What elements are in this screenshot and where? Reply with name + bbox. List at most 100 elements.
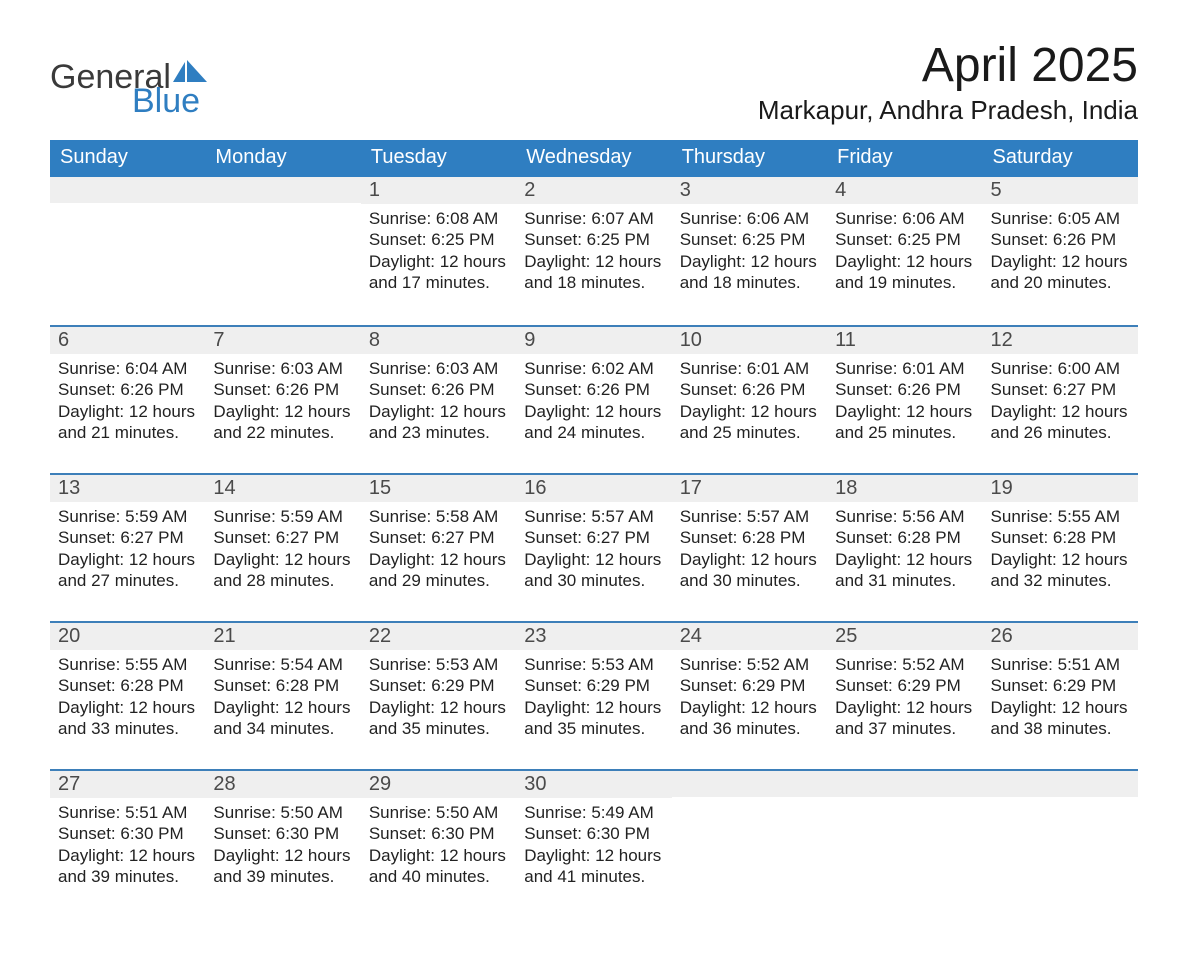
day-number: 29 xyxy=(361,771,516,798)
calendar-day: 13Sunrise: 5:59 AMSunset: 6:27 PMDayligh… xyxy=(50,475,205,621)
calendar-week: 13Sunrise: 5:59 AMSunset: 6:27 PMDayligh… xyxy=(50,473,1138,621)
day-number: 7 xyxy=(205,327,360,354)
calendar-page: General Blue April 2025 Markapur, Andhra… xyxy=(0,0,1188,957)
sunrise-line: Sunrise: 6:07 AM xyxy=(524,208,663,229)
daylight-line: Daylight: 12 hours and 25 minutes. xyxy=(835,401,974,444)
day-details: Sunrise: 5:59 AMSunset: 6:27 PMDaylight:… xyxy=(205,502,360,599)
sunrise-line: Sunrise: 5:57 AM xyxy=(524,506,663,527)
sunrise-line: Sunrise: 6:03 AM xyxy=(369,358,508,379)
day-number xyxy=(983,771,1138,797)
day-details: Sunrise: 6:00 AMSunset: 6:27 PMDaylight:… xyxy=(983,354,1138,451)
day-number: 14 xyxy=(205,475,360,502)
day-details: Sunrise: 6:01 AMSunset: 6:26 PMDaylight:… xyxy=(827,354,982,451)
day-number: 26 xyxy=(983,623,1138,650)
day-number: 16 xyxy=(516,475,671,502)
sunrise-line: Sunrise: 6:08 AM xyxy=(369,208,508,229)
calendar-day: 21Sunrise: 5:54 AMSunset: 6:28 PMDayligh… xyxy=(205,623,360,769)
sunrise-line: Sunrise: 6:06 AM xyxy=(835,208,974,229)
calendar-day: 30Sunrise: 5:49 AMSunset: 6:30 PMDayligh… xyxy=(516,771,671,917)
daylight-line: Daylight: 12 hours and 39 minutes. xyxy=(58,845,197,888)
day-details: Sunrise: 5:57 AMSunset: 6:28 PMDaylight:… xyxy=(672,502,827,599)
day-number: 4 xyxy=(827,177,982,204)
calendar-week: 1Sunrise: 6:08 AMSunset: 6:25 PMDaylight… xyxy=(50,177,1138,325)
daylight-line: Daylight: 12 hours and 35 minutes. xyxy=(524,697,663,740)
day-number xyxy=(672,771,827,797)
day-details: Sunrise: 5:59 AMSunset: 6:27 PMDaylight:… xyxy=(50,502,205,599)
daylight-line: Daylight: 12 hours and 30 minutes. xyxy=(524,549,663,592)
calendar-day: 22Sunrise: 5:53 AMSunset: 6:29 PMDayligh… xyxy=(361,623,516,769)
calendar-day: 16Sunrise: 5:57 AMSunset: 6:27 PMDayligh… xyxy=(516,475,671,621)
calendar-day: 10Sunrise: 6:01 AMSunset: 6:26 PMDayligh… xyxy=(672,327,827,473)
sunset-line: Sunset: 6:30 PM xyxy=(213,823,352,844)
day-number xyxy=(827,771,982,797)
calendar-week: 27Sunrise: 5:51 AMSunset: 6:30 PMDayligh… xyxy=(50,769,1138,917)
daylight-line: Daylight: 12 hours and 35 minutes. xyxy=(369,697,508,740)
sunset-line: Sunset: 6:25 PM xyxy=(835,229,974,250)
calendar-day: 1Sunrise: 6:08 AMSunset: 6:25 PMDaylight… xyxy=(361,177,516,325)
sunrise-line: Sunrise: 5:51 AM xyxy=(58,802,197,823)
sunset-line: Sunset: 6:28 PM xyxy=(680,527,819,548)
sunset-line: Sunset: 6:28 PM xyxy=(835,527,974,548)
daylight-line: Daylight: 12 hours and 38 minutes. xyxy=(991,697,1130,740)
day-number: 20 xyxy=(50,623,205,650)
calendar-day xyxy=(50,177,205,325)
daylight-line: Daylight: 12 hours and 26 minutes. xyxy=(991,401,1130,444)
daylight-line: Daylight: 12 hours and 39 minutes. xyxy=(213,845,352,888)
sunrise-line: Sunrise: 5:50 AM xyxy=(213,802,352,823)
daylight-line: Daylight: 12 hours and 28 minutes. xyxy=(213,549,352,592)
sunrise-line: Sunrise: 5:57 AM xyxy=(680,506,819,527)
weekday-header: Monday xyxy=(205,140,360,177)
day-number: 25 xyxy=(827,623,982,650)
sunrise-line: Sunrise: 6:02 AM xyxy=(524,358,663,379)
day-number xyxy=(205,177,360,203)
daylight-line: Daylight: 12 hours and 18 minutes. xyxy=(680,251,819,294)
location-subtitle: Markapur, Andhra Pradesh, India xyxy=(758,95,1138,126)
day-details: Sunrise: 6:06 AMSunset: 6:25 PMDaylight:… xyxy=(672,204,827,301)
sunrise-line: Sunrise: 6:01 AM xyxy=(835,358,974,379)
daylight-line: Daylight: 12 hours and 18 minutes. xyxy=(524,251,663,294)
day-number: 15 xyxy=(361,475,516,502)
sunrise-line: Sunrise: 5:53 AM xyxy=(524,654,663,675)
day-number: 5 xyxy=(983,177,1138,204)
sunrise-line: Sunrise: 6:05 AM xyxy=(991,208,1130,229)
sunset-line: Sunset: 6:27 PM xyxy=(991,379,1130,400)
calendar-day: 5Sunrise: 6:05 AMSunset: 6:26 PMDaylight… xyxy=(983,177,1138,325)
day-details: Sunrise: 5:55 AMSunset: 6:28 PMDaylight:… xyxy=(983,502,1138,599)
calendar-day: 23Sunrise: 5:53 AMSunset: 6:29 PMDayligh… xyxy=(516,623,671,769)
daylight-line: Daylight: 12 hours and 34 minutes. xyxy=(213,697,352,740)
day-number: 2 xyxy=(516,177,671,204)
calendar-day: 7Sunrise: 6:03 AMSunset: 6:26 PMDaylight… xyxy=(205,327,360,473)
day-number: 11 xyxy=(827,327,982,354)
calendar-day: 24Sunrise: 5:52 AMSunset: 6:29 PMDayligh… xyxy=(672,623,827,769)
daylight-line: Daylight: 12 hours and 36 minutes. xyxy=(680,697,819,740)
day-details: Sunrise: 6:06 AMSunset: 6:25 PMDaylight:… xyxy=(827,204,982,301)
day-details: Sunrise: 6:08 AMSunset: 6:25 PMDaylight:… xyxy=(361,204,516,301)
day-details: Sunrise: 6:01 AMSunset: 6:26 PMDaylight:… xyxy=(672,354,827,451)
sunset-line: Sunset: 6:26 PM xyxy=(369,379,508,400)
calendar-day: 25Sunrise: 5:52 AMSunset: 6:29 PMDayligh… xyxy=(827,623,982,769)
calendar-day xyxy=(983,771,1138,917)
brand-word-2: Blue xyxy=(132,84,207,118)
day-details: Sunrise: 5:53 AMSunset: 6:29 PMDaylight:… xyxy=(516,650,671,747)
day-number: 3 xyxy=(672,177,827,204)
day-number: 9 xyxy=(516,327,671,354)
day-details: Sunrise: 6:02 AMSunset: 6:26 PMDaylight:… xyxy=(516,354,671,451)
daylight-line: Daylight: 12 hours and 40 minutes. xyxy=(369,845,508,888)
day-number: 8 xyxy=(361,327,516,354)
day-details: Sunrise: 6:03 AMSunset: 6:26 PMDaylight:… xyxy=(361,354,516,451)
calendar-day xyxy=(205,177,360,325)
sunrise-line: Sunrise: 5:59 AM xyxy=(58,506,197,527)
daylight-line: Daylight: 12 hours and 30 minutes. xyxy=(680,549,819,592)
sunset-line: Sunset: 6:26 PM xyxy=(835,379,974,400)
daylight-line: Daylight: 12 hours and 17 minutes. xyxy=(369,251,508,294)
calendar-day: 27Sunrise: 5:51 AMSunset: 6:30 PMDayligh… xyxy=(50,771,205,917)
calendar-day: 26Sunrise: 5:51 AMSunset: 6:29 PMDayligh… xyxy=(983,623,1138,769)
day-details: Sunrise: 5:51 AMSunset: 6:30 PMDaylight:… xyxy=(50,798,205,895)
daylight-line: Daylight: 12 hours and 29 minutes. xyxy=(369,549,508,592)
day-number: 23 xyxy=(516,623,671,650)
sunset-line: Sunset: 6:29 PM xyxy=(680,675,819,696)
day-number: 6 xyxy=(50,327,205,354)
day-details: Sunrise: 5:49 AMSunset: 6:30 PMDaylight:… xyxy=(516,798,671,895)
sunset-line: Sunset: 6:28 PM xyxy=(58,675,197,696)
day-number: 30 xyxy=(516,771,671,798)
